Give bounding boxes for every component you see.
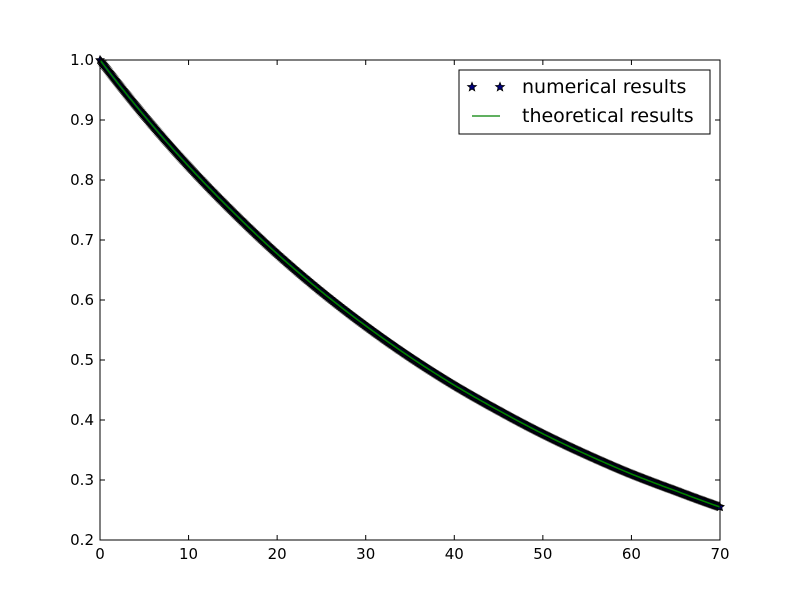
legend-label-numerical: numerical results — [522, 76, 686, 98]
theoretical-line-layer — [99, 59, 721, 508]
y-tick-label: 0.2 — [70, 531, 94, 549]
x-tick-label: 20 — [268, 545, 287, 563]
y-tick-label: 0.5 — [70, 351, 94, 369]
y-tick-label: 0.7 — [70, 231, 94, 249]
x-tick-label: 10 — [179, 545, 198, 563]
legend-box — [458, 69, 711, 135]
legend-label-theoretical: theoretical results — [522, 105, 694, 127]
theoretical-line — [99, 59, 721, 508]
x-tick-label: 50 — [533, 545, 552, 563]
legend-star-icon — [466, 81, 478, 92]
plot-frame — [99, 59, 721, 541]
y-tick-label: 0.4 — [70, 411, 94, 429]
y-tick-label: 0.8 — [70, 171, 94, 189]
legend-numerical-marker-icon — [466, 81, 506, 92]
ticks-layer: 0 10 20 30 40 50 60 70 0.2 0.3 0.4 0.5 0.6 0.7 0.8 0.9 1… — [70, 51, 729, 563]
x-tick-label: 60 — [622, 545, 641, 563]
x-tick-label: 0 — [95, 545, 105, 563]
x-tick-label: 40 — [445, 545, 464, 563]
legend-star-icon — [494, 81, 506, 92]
y-tick-label: 1.0 — [70, 51, 94, 69]
y-tick-label: 0.6 — [70, 291, 94, 309]
x-tick-label: 30 — [356, 545, 375, 563]
y-tick-label: 0.9 — [70, 111, 94, 129]
legend: numerical results theoretical results — [458, 69, 711, 135]
x-tick-label: 70 — [710, 545, 729, 563]
y-tick-label: 0.3 — [70, 471, 94, 489]
